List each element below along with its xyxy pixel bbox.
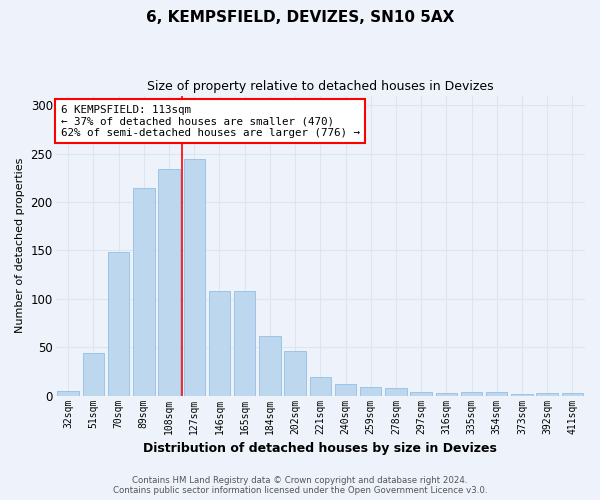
Bar — [536, 392, 558, 396]
Bar — [108, 252, 130, 396]
Text: 6, KEMPSFIELD, DEVIZES, SN10 5AX: 6, KEMPSFIELD, DEVIZES, SN10 5AX — [146, 10, 454, 25]
Bar — [58, 391, 79, 396]
Bar — [410, 392, 432, 396]
Bar — [158, 169, 180, 396]
Bar — [284, 351, 306, 396]
Y-axis label: Number of detached properties: Number of detached properties — [15, 158, 25, 334]
Bar — [436, 392, 457, 396]
Bar — [83, 353, 104, 396]
Text: Contains HM Land Registry data © Crown copyright and database right 2024.
Contai: Contains HM Land Registry data © Crown c… — [113, 476, 487, 495]
Bar — [310, 377, 331, 396]
Bar — [209, 291, 230, 396]
Bar — [486, 392, 508, 396]
Bar — [360, 387, 382, 396]
Bar — [133, 188, 155, 396]
Bar — [259, 336, 281, 396]
Bar — [335, 384, 356, 396]
Title: Size of property relative to detached houses in Devizes: Size of property relative to detached ho… — [147, 80, 494, 93]
Bar — [511, 394, 533, 396]
Bar — [385, 388, 407, 396]
Text: 6 KEMPSFIELD: 113sqm
← 37% of detached houses are smaller (470)
62% of semi-deta: 6 KEMPSFIELD: 113sqm ← 37% of detached h… — [61, 104, 360, 138]
Bar — [461, 392, 482, 396]
Bar — [562, 392, 583, 396]
Bar — [234, 291, 256, 396]
X-axis label: Distribution of detached houses by size in Devizes: Distribution of detached houses by size … — [143, 442, 497, 455]
Bar — [184, 160, 205, 396]
